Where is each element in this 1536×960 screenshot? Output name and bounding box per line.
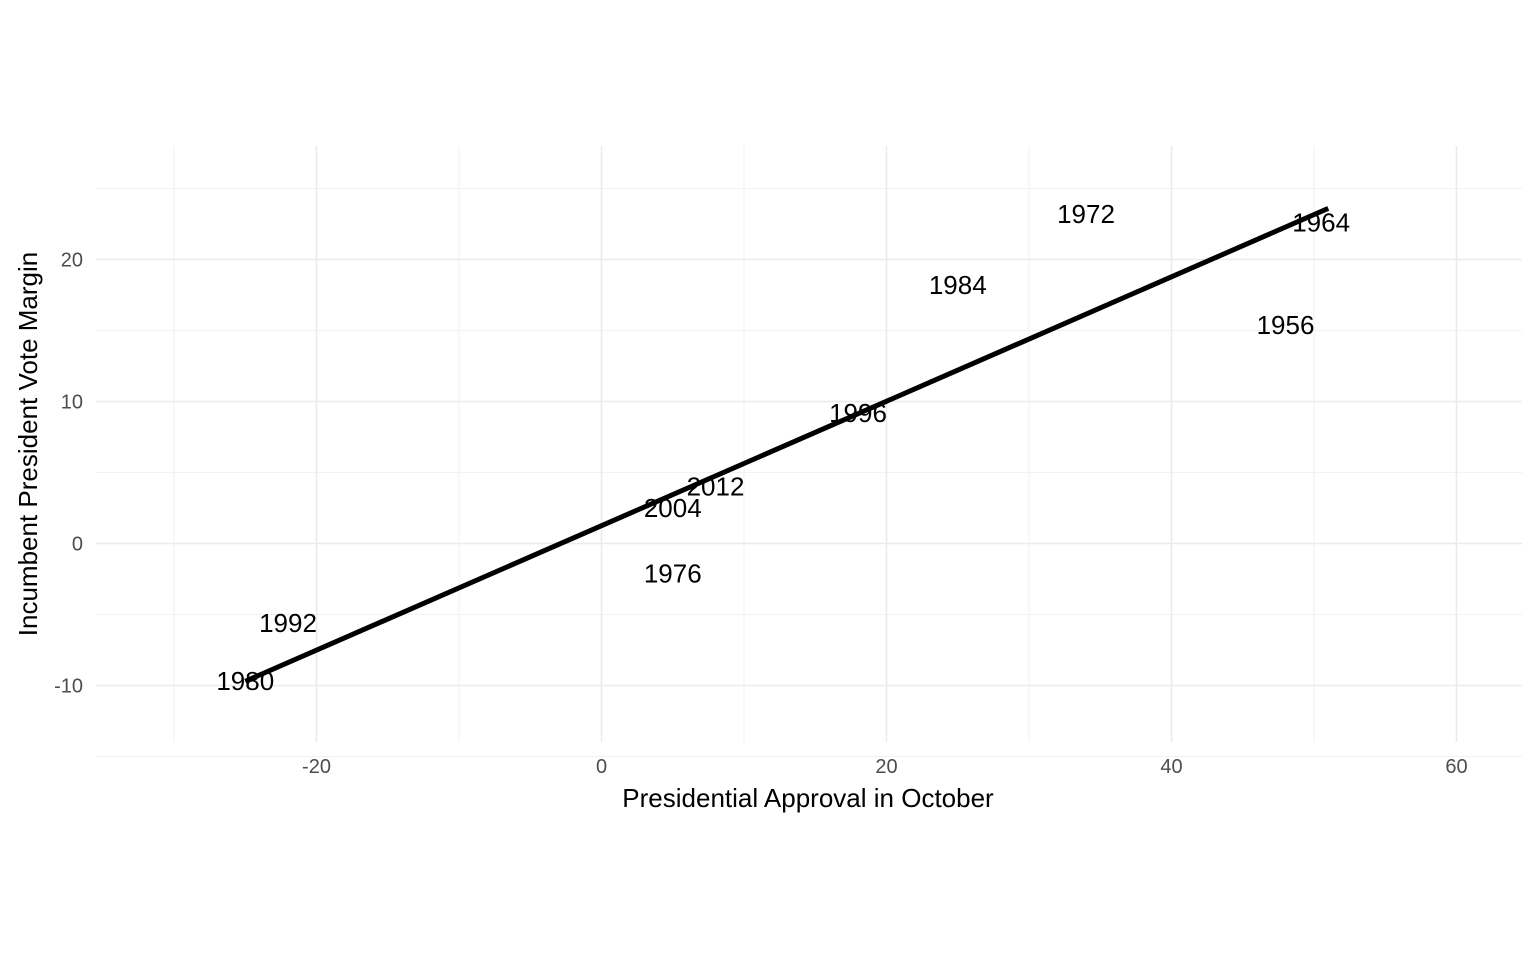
point-label-1992: 1992: [259, 608, 317, 638]
x-tick-label: 40: [1160, 756, 1182, 778]
point-label-1964: 1964: [1292, 208, 1350, 238]
point-label-1980: 1980: [216, 666, 274, 696]
x-tick-label: 20: [875, 756, 897, 778]
x-axis-title: Presidential Approval in October: [622, 783, 994, 813]
y-tick-label: 0: [72, 534, 83, 556]
y-axis-ticks: -10 0 10 20: [54, 250, 83, 698]
x-tick-label: -20: [302, 756, 331, 778]
y-tick-label: 20: [61, 250, 83, 272]
y-axis-title: Incumbent President Vote Margin: [13, 252, 43, 636]
point-label-1956: 1956: [1257, 310, 1315, 340]
regression-line: [244, 206, 1330, 684]
x-tick-label: 60: [1445, 756, 1467, 778]
point-label-2004: 2004: [644, 493, 702, 523]
point-label-1984: 1984: [929, 270, 987, 300]
y-tick-label: 10: [61, 392, 83, 414]
point-label-1976: 1976: [644, 558, 702, 588]
point-label-1972: 1972: [1057, 199, 1115, 229]
x-axis-ticks: -20 0 20 40 60: [302, 756, 1468, 778]
grid: [96, 146, 1522, 757]
fit-line-group: [244, 206, 1330, 684]
x-tick-label: 0: [596, 756, 607, 778]
y-tick-label: -10: [54, 676, 83, 698]
point-label-1996: 1996: [829, 398, 887, 428]
point-label-2012: 2012: [687, 472, 745, 502]
